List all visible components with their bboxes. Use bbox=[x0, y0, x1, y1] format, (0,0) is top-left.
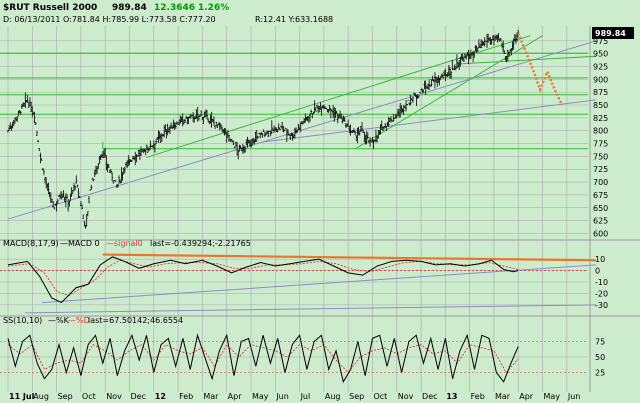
chart-title: $RUT Russell 2000 bbox=[3, 3, 97, 13]
price-badge-bg bbox=[592, 27, 634, 39]
x-tick-label: Oct bbox=[82, 392, 96, 401]
macd-last-label: last=-0.439294;-2.21765 bbox=[150, 239, 251, 248]
x-tick-label: Oct bbox=[373, 392, 387, 401]
ss-y-tick-label: 50 bbox=[595, 353, 605, 362]
ss-y-tick-label: 25 bbox=[595, 369, 605, 378]
x-tick-label: Mar bbox=[495, 392, 511, 401]
x-tick-label: 11 Jul bbox=[9, 392, 35, 401]
price-y-tick-label: 750 bbox=[593, 152, 608, 161]
macd-label: —MACD 0 bbox=[60, 239, 100, 248]
info-right: R:12.41 Y:633.1688 bbox=[255, 15, 333, 24]
x-tick-label: May bbox=[544, 392, 561, 401]
ss-layer bbox=[7, 333, 519, 384]
x-tick-label: Apr bbox=[228, 392, 243, 401]
price-y-tick-label: 950 bbox=[593, 50, 608, 59]
trend-line bbox=[7, 40, 597, 220]
grid-layer bbox=[0, 26, 640, 392]
price-y-tick-label: 650 bbox=[593, 204, 608, 213]
x-tick-label: Aug bbox=[33, 392, 49, 401]
price-y-tick-label: 775 bbox=[593, 140, 608, 149]
x-tick-label: Dec bbox=[422, 392, 437, 401]
price-y-tick-label: 975 bbox=[593, 37, 608, 46]
price-y-tick-label: 600 bbox=[593, 229, 608, 238]
price-y-tick-label: 725 bbox=[593, 165, 608, 174]
macd-layer bbox=[0, 253, 597, 314]
price-y-tick-label: 900 bbox=[593, 75, 608, 84]
macd-y-tick-label: -20 bbox=[595, 289, 608, 298]
projection-path bbox=[517, 32, 564, 106]
x-tick-label: Jul bbox=[300, 392, 311, 401]
x-tick-label: Nov bbox=[398, 392, 414, 401]
ohlc-info-line: D: 06/13/2011 O:781.84 H:785.99 L:773.58… bbox=[3, 15, 216, 24]
projection-layer bbox=[517, 32, 564, 106]
x-tick-label: Feb bbox=[471, 392, 485, 401]
macd-y-tick-label: -10 bbox=[595, 278, 608, 287]
price-y-tick-label: 625 bbox=[593, 217, 608, 226]
x-tick-label: Nov bbox=[106, 392, 122, 401]
last-price: 989.84 bbox=[112, 3, 147, 13]
trend-line bbox=[263, 99, 597, 143]
price-bars-layer bbox=[7, 30, 520, 229]
d-label: —%D bbox=[68, 316, 90, 325]
price-y-tick-label: 675 bbox=[593, 191, 608, 200]
price-y-tick-label: 825 bbox=[593, 114, 608, 123]
price-y-tick-label: 925 bbox=[593, 63, 608, 72]
ss-last-label: last=67.50142;46.6554 bbox=[88, 316, 183, 325]
macd-trend-line bbox=[41, 264, 597, 304]
macd-y-tick-label: 0 bbox=[595, 267, 600, 276]
x-tick-label: Feb bbox=[179, 392, 193, 401]
macd-y-tick-label: -30 bbox=[595, 301, 608, 310]
x-tick-label: Aug bbox=[325, 392, 341, 401]
x-tick-label: 12 bbox=[155, 392, 166, 401]
price-y-tick-label: 850 bbox=[593, 101, 608, 110]
price-y-tick-label: 800 bbox=[593, 127, 608, 136]
price-y-tick-label: 875 bbox=[593, 88, 608, 97]
x-tick-label: Jun bbox=[275, 392, 289, 401]
trend-line bbox=[457, 55, 597, 65]
ss-title: SS(10,10) bbox=[3, 316, 42, 325]
macd-line bbox=[7, 256, 519, 304]
macd-orange-line bbox=[102, 253, 597, 262]
macd-trend-line bbox=[25, 304, 597, 314]
x-tick-label: Apr bbox=[519, 392, 534, 401]
macd-title: MACD(8,17,9) bbox=[3, 239, 59, 248]
signal-label: —signal0 bbox=[106, 239, 143, 248]
k-line bbox=[7, 333, 519, 384]
k-label: —%K bbox=[48, 316, 70, 325]
macd-y-tick-label: 10 bbox=[595, 255, 605, 264]
x-tick-label: Sep bbox=[58, 392, 73, 401]
d-line bbox=[7, 343, 519, 374]
x-tick-label: Jun bbox=[567, 392, 581, 401]
price-change: 12.3646 bbox=[154, 3, 195, 13]
x-tick-label: Dec bbox=[130, 392, 145, 401]
x-tick-label: May bbox=[252, 392, 269, 401]
x-tick-label: 13 bbox=[446, 392, 457, 401]
price-change-pct: 1.26% bbox=[198, 3, 229, 13]
ss-y-tick-label: 75 bbox=[595, 338, 605, 347]
x-tick-label: Mar bbox=[203, 392, 219, 401]
x-tick-label: Sep bbox=[349, 392, 364, 401]
price-y-tick-label: 700 bbox=[593, 178, 608, 187]
price-badge: 989.84 bbox=[595, 29, 626, 38]
